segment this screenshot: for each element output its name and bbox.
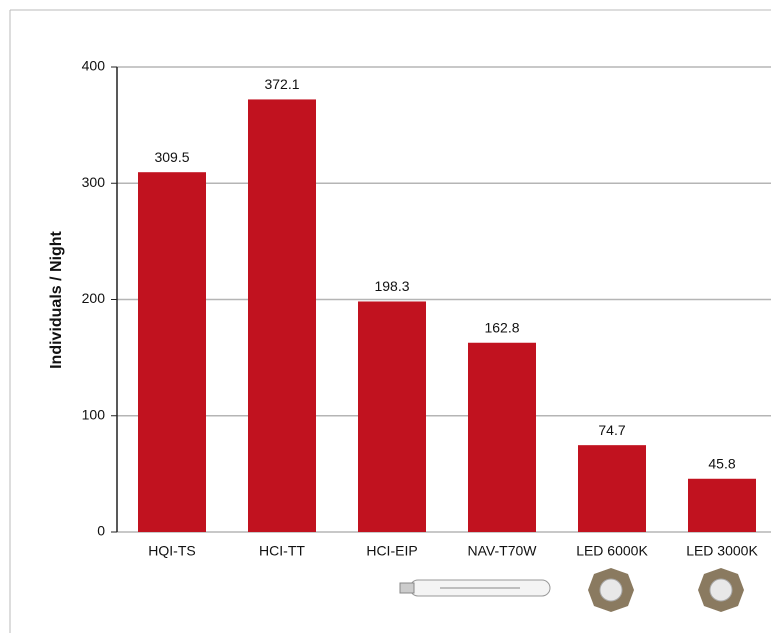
x-tick-label: LED 3000K: [686, 543, 758, 559]
y-tick-label: 100: [82, 406, 106, 422]
bar: [688, 478, 756, 532]
y-axis-title: Individuals / Night: [48, 230, 65, 368]
bar: [138, 172, 206, 533]
bar: [358, 301, 426, 532]
led-icon: [588, 568, 634, 612]
bar: [578, 445, 646, 532]
x-tick-label: HCI-TT: [259, 543, 305, 559]
bulb-icon: [399, 579, 551, 597]
value-label: 198.3: [374, 278, 409, 294]
value-label: 45.8: [708, 455, 735, 471]
y-tick-label: 400: [82, 58, 106, 74]
value-label: 162.8: [484, 319, 519, 335]
value-label: 309.5: [154, 149, 189, 165]
x-tick-label: LED 6000K: [576, 543, 648, 559]
led-icon: [698, 568, 744, 612]
value-label: 372.1: [264, 76, 299, 92]
value-label: 74.7: [598, 422, 625, 438]
x-tick-label: NAV-T70W: [468, 543, 538, 559]
bar: [468, 342, 536, 532]
bar: [248, 99, 316, 532]
x-tick-label: HCI-EIP: [366, 543, 417, 559]
y-tick-label: 200: [82, 290, 106, 306]
y-tick-label: 0: [97, 523, 105, 539]
y-tick-label: 300: [82, 174, 106, 190]
x-tick-label: HQI-TS: [148, 543, 195, 559]
